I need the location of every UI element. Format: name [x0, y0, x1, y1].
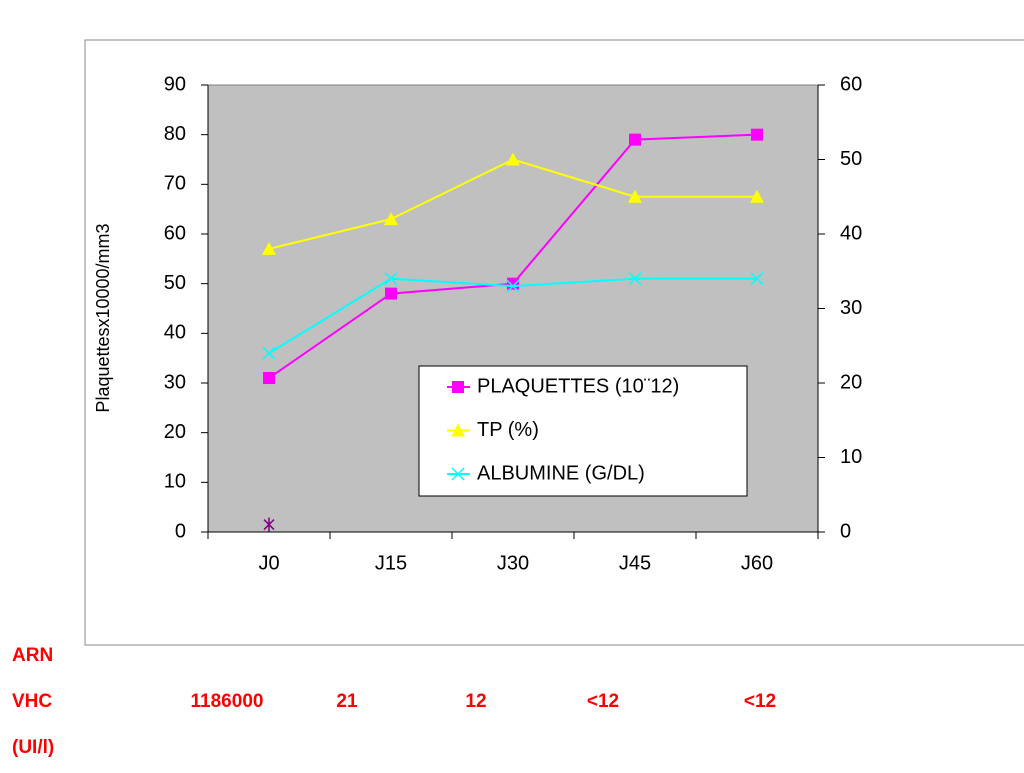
marker: [629, 133, 641, 146]
marker: [751, 128, 763, 141]
marker: [750, 189, 764, 203]
marker: [451, 423, 465, 437]
y2-tick-label: 30: [840, 297, 862, 319]
y-tick-label: 30: [164, 371, 186, 393]
y2-tick-label: 20: [840, 371, 862, 393]
y-tick-label: 60: [164, 222, 186, 244]
y-tick-label: 90: [164, 73, 186, 95]
marker: [628, 189, 642, 203]
x-tick-label: J60: [741, 552, 773, 574]
y-tick-label: 50: [164, 272, 186, 294]
y-tick-label: 20: [164, 421, 186, 443]
table-value: 21: [336, 691, 358, 712]
y2-tick-label: 10: [840, 446, 862, 468]
legend-label: ALBUMINE (G/DL): [477, 462, 645, 484]
row-label: ARN: [12, 645, 53, 666]
y-tick-label: 10: [164, 471, 186, 493]
x-tick-label: J15: [375, 552, 407, 574]
row-label: (UI/l): [12, 737, 54, 758]
marker: [506, 152, 520, 166]
row-label: VHC: [12, 691, 52, 712]
legend: PLAQUETTES (10¨12) TP (%) ALBUMINE (G/DL): [418, 365, 748, 497]
y-tick-label: 40: [164, 322, 186, 344]
table-value: 1186000: [191, 691, 264, 712]
y-tick-label: 80: [164, 123, 186, 145]
y-tick-label: 70: [164, 173, 186, 195]
marker: [628, 272, 642, 286]
marker: [384, 272, 398, 286]
y2-tick-label: 0: [840, 520, 851, 542]
legend-label: PLAQUETTES (10¨12): [477, 375, 679, 397]
y2-tick-label: 60: [840, 73, 862, 95]
x-tick-label: J45: [619, 552, 651, 574]
y-axis-label: Plaquettesx10000/mm3: [93, 223, 113, 412]
y2-tick-label: 50: [840, 148, 862, 170]
x-tick-label: J0: [258, 552, 279, 574]
y-tick-label: 0: [175, 520, 186, 542]
marker: [507, 277, 519, 290]
marker: [384, 212, 398, 226]
marker: [263, 372, 275, 385]
table-value: <12: [744, 691, 776, 712]
marker: [750, 272, 764, 286]
legend-box: [418, 365, 748, 497]
marker: [263, 517, 275, 532]
table-value: 12: [465, 691, 486, 712]
marker: [452, 381, 464, 393]
marker: [385, 287, 397, 300]
marker: [506, 279, 520, 293]
y2-tick-label: 40: [840, 222, 862, 244]
table-value: <12: [587, 691, 619, 712]
legend-label: TP (%): [477, 419, 539, 441]
marker: [451, 467, 465, 481]
marker: [262, 241, 276, 255]
marker: [262, 346, 276, 360]
x-tick-label: J30: [497, 552, 529, 574]
